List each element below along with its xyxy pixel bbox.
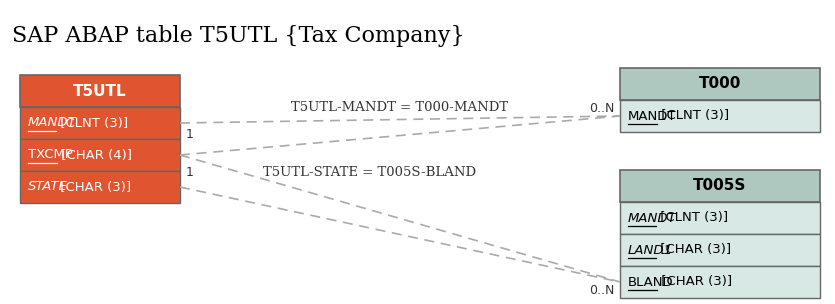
Text: MANDT: MANDT xyxy=(28,116,77,130)
Text: [CLNT (3)]: [CLNT (3)] xyxy=(657,109,729,123)
Text: TXCMP: TXCMP xyxy=(28,148,73,161)
Bar xyxy=(620,170,820,202)
Text: T5UTL-MANDT = T000-MANDT: T5UTL-MANDT = T000-MANDT xyxy=(291,101,509,114)
Text: 1: 1 xyxy=(186,167,194,179)
Text: T5UTL: T5UTL xyxy=(73,84,127,98)
Text: [CLNT (3)]: [CLNT (3)] xyxy=(655,212,727,224)
Text: 0..N: 0..N xyxy=(589,284,614,296)
Text: [CHAR (4)]: [CHAR (4)] xyxy=(57,148,132,161)
Text: BLAND: BLAND xyxy=(628,275,674,288)
Text: [CHAR (3)]: [CHAR (3)] xyxy=(657,275,732,288)
Text: 1: 1 xyxy=(186,127,194,140)
Text: LAND1: LAND1 xyxy=(628,244,673,257)
Text: MANDT: MANDT xyxy=(628,212,676,224)
Bar xyxy=(620,68,820,100)
Text: T000: T000 xyxy=(699,77,741,92)
Text: T5UTL-STATE = T005S-BLAND: T5UTL-STATE = T005S-BLAND xyxy=(263,167,477,179)
Text: MANDT: MANDT xyxy=(628,109,676,123)
Bar xyxy=(620,266,820,298)
Bar xyxy=(20,139,180,171)
Text: T005S: T005S xyxy=(693,178,746,194)
Text: [CHAR (3)]: [CHAR (3)] xyxy=(655,244,731,257)
Text: 0..N: 0..N xyxy=(589,102,614,115)
Bar xyxy=(620,202,820,234)
Bar xyxy=(620,234,820,266)
Text: STATE: STATE xyxy=(28,181,68,194)
Text: [CHAR (3)]: [CHAR (3)] xyxy=(55,181,130,194)
Text: [CLNT (3)]: [CLNT (3)] xyxy=(55,116,128,130)
Text: SAP ABAP table T5UTL {Tax Company}: SAP ABAP table T5UTL {Tax Company} xyxy=(12,25,464,47)
Bar xyxy=(20,75,180,107)
Bar xyxy=(20,107,180,139)
Bar xyxy=(620,100,820,132)
Bar xyxy=(20,171,180,203)
